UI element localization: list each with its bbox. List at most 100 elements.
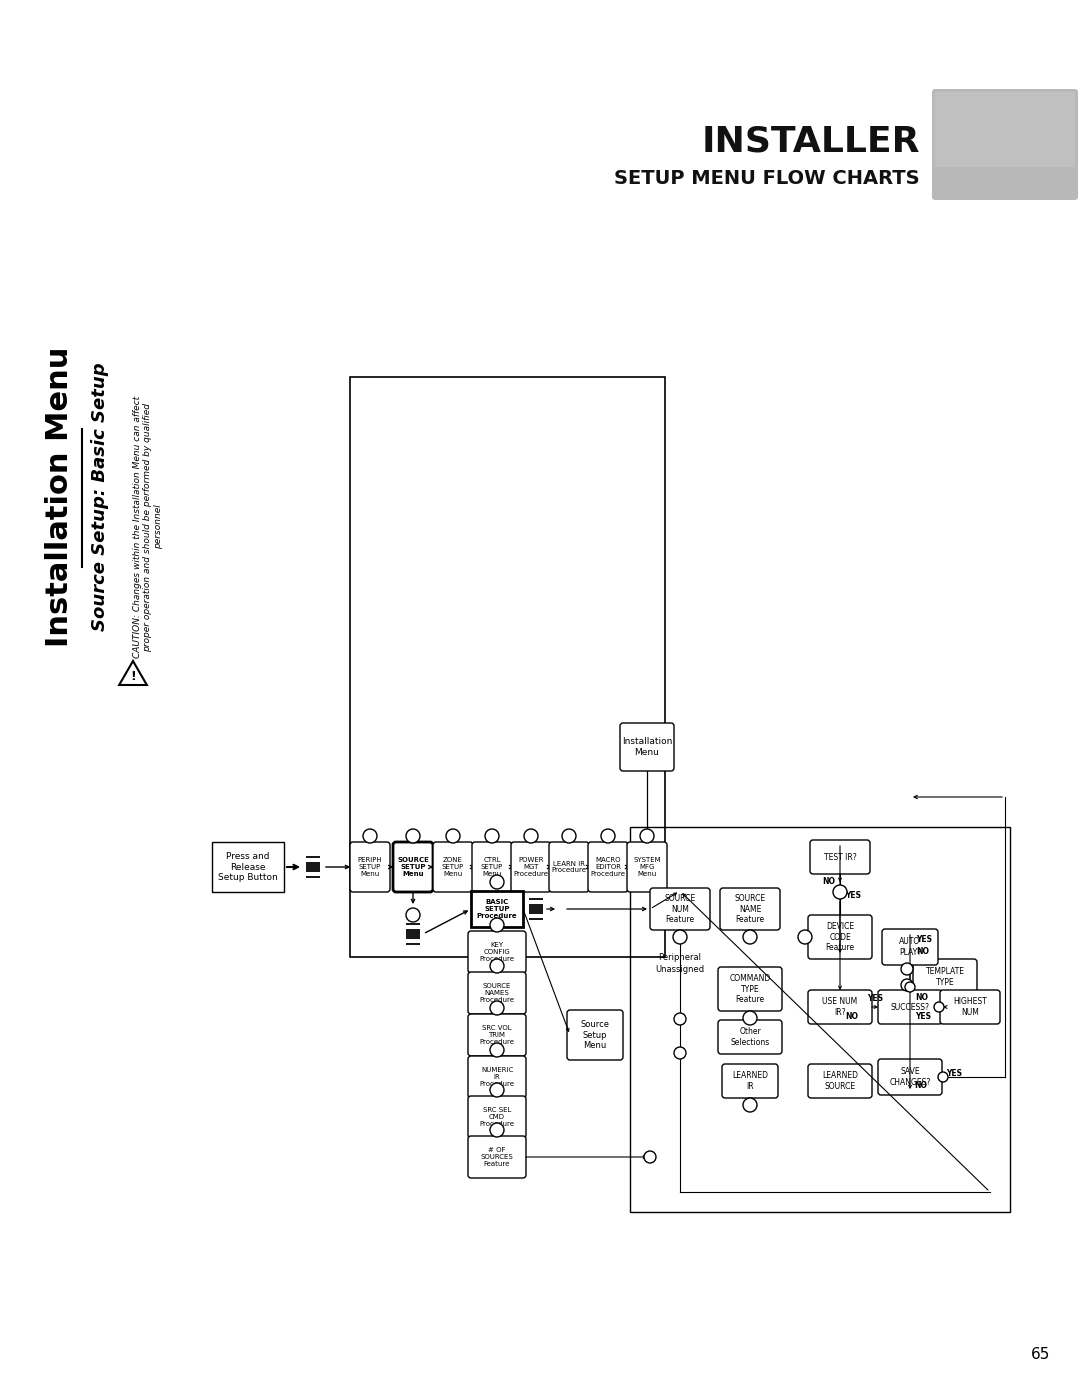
FancyBboxPatch shape (718, 967, 782, 1011)
FancyBboxPatch shape (567, 1010, 623, 1060)
Circle shape (490, 1002, 504, 1016)
Circle shape (833, 886, 847, 900)
Circle shape (490, 1123, 504, 1137)
FancyBboxPatch shape (878, 990, 942, 1024)
FancyBboxPatch shape (808, 990, 872, 1024)
Text: YES: YES (867, 995, 883, 1003)
Text: NO: NO (845, 1011, 858, 1021)
Text: YES: YES (946, 1069, 962, 1077)
Circle shape (524, 828, 538, 842)
Text: INSTALLER: INSTALLER (702, 124, 920, 159)
Circle shape (490, 1083, 504, 1097)
Text: Installation Menu: Installation Menu (45, 346, 75, 647)
Circle shape (490, 958, 504, 972)
Text: PERIPH
SETUP
Menu: PERIPH SETUP Menu (357, 856, 382, 877)
Bar (405, 939, 421, 943)
Text: BASIC
SETUP
Procedure: BASIC SETUP Procedure (476, 900, 517, 919)
Text: DEVICE
CODE
Feature: DEVICE CODE Feature (825, 922, 854, 951)
Circle shape (673, 930, 687, 944)
FancyBboxPatch shape (720, 888, 780, 930)
Text: Source
Setup
Menu: Source Setup Menu (581, 1020, 609, 1051)
Text: SRC SEL
CMD
Procedure: SRC SEL CMD Procedure (480, 1106, 514, 1127)
Text: Unassigned: Unassigned (656, 965, 704, 975)
Text: Press and
Release
Setup Button: Press and Release Setup Button (218, 852, 278, 882)
Text: CTRL
SETUP
Menu: CTRL SETUP Menu (481, 856, 503, 877)
Text: NO: NO (915, 993, 928, 1002)
Circle shape (901, 979, 913, 990)
Circle shape (939, 1071, 948, 1083)
Text: NUMERIC
IR
Procedure: NUMERIC IR Procedure (480, 1067, 514, 1087)
Circle shape (490, 875, 504, 888)
Text: SOURCE
SETUP
Menu: SOURCE SETUP Menu (397, 856, 429, 877)
FancyBboxPatch shape (350, 842, 390, 893)
Bar (471, 891, 523, 928)
Text: LEARNED
IR: LEARNED IR (732, 1071, 768, 1091)
Bar (306, 856, 320, 877)
Text: LEARN IR
Procedure: LEARN IR Procedure (552, 861, 586, 873)
Text: Installation
Menu: Installation Menu (622, 738, 672, 757)
Text: COMMAND
TYPE
Feature: COMMAND TYPE Feature (729, 974, 771, 1004)
Circle shape (406, 828, 420, 842)
Circle shape (363, 828, 377, 842)
Text: NO: NO (822, 876, 835, 886)
FancyBboxPatch shape (620, 724, 674, 771)
Bar (305, 872, 321, 876)
Bar (528, 900, 544, 904)
Bar (528, 914, 544, 918)
FancyBboxPatch shape (468, 930, 526, 972)
Text: POWER
MGT
Procedure: POWER MGT Procedure (513, 856, 549, 877)
FancyBboxPatch shape (468, 1097, 526, 1139)
FancyBboxPatch shape (549, 842, 589, 893)
Bar (212, 842, 284, 893)
Bar (405, 925, 421, 929)
Circle shape (490, 1044, 504, 1058)
Text: YES: YES (915, 1011, 931, 1021)
Circle shape (743, 930, 757, 944)
Text: SUCCESS?: SUCCESS? (891, 1003, 930, 1011)
Text: AUTO
PLAY?: AUTO PLAY? (899, 937, 921, 957)
Text: MACRO
EDITOR
Procedure: MACRO EDITOR Procedure (591, 856, 625, 877)
Circle shape (905, 982, 915, 992)
Text: LEARNED
SOURCE: LEARNED SOURCE (822, 1071, 858, 1091)
Bar (529, 898, 543, 921)
Text: USE NUM
IR?: USE NUM IR? (822, 997, 858, 1017)
Bar (1000, 92, 1075, 168)
Circle shape (490, 918, 504, 932)
Circle shape (446, 828, 460, 842)
Text: SOURCE
NAME
Feature: SOURCE NAME Feature (734, 894, 766, 923)
FancyBboxPatch shape (932, 89, 1078, 200)
Circle shape (901, 963, 913, 975)
Text: SOURCE
NUM
Feature: SOURCE NUM Feature (664, 894, 696, 923)
Text: Source Setup: Basic Setup: Source Setup: Basic Setup (91, 363, 109, 631)
FancyBboxPatch shape (878, 1059, 942, 1095)
FancyBboxPatch shape (913, 958, 977, 995)
Bar (406, 923, 420, 944)
Circle shape (674, 1046, 686, 1059)
Text: ZONE
SETUP
Menu: ZONE SETUP Menu (442, 856, 464, 877)
Bar (350, 377, 665, 957)
Circle shape (798, 930, 812, 944)
Text: SRC VOL
TRIM
Procedure: SRC VOL TRIM Procedure (480, 1025, 514, 1045)
Text: YES: YES (916, 935, 932, 943)
Circle shape (406, 908, 420, 922)
FancyBboxPatch shape (723, 1065, 778, 1098)
Text: KEY
CONFIG
Procedure: KEY CONFIG Procedure (480, 942, 514, 963)
Circle shape (485, 828, 499, 842)
Text: 65: 65 (1030, 1347, 1050, 1362)
Text: SAVE
CHANGES?: SAVE CHANGES? (889, 1067, 931, 1087)
Text: SETUP MENU FLOW CHARTS: SETUP MENU FLOW CHARTS (615, 169, 920, 189)
Text: Peripheral: Peripheral (659, 953, 702, 961)
Text: SYSTEM
MFG
Menu: SYSTEM MFG Menu (633, 856, 661, 877)
FancyBboxPatch shape (433, 842, 473, 893)
Text: Other
Selections: Other Selections (730, 1027, 770, 1046)
Circle shape (562, 828, 576, 842)
Text: # OF
SOURCES
Feature: # OF SOURCES Feature (481, 1147, 513, 1166)
Text: CAUTION: Changes within the Installation Menu can affect
proper operation and sh: CAUTION: Changes within the Installation… (133, 395, 163, 658)
FancyBboxPatch shape (472, 842, 512, 893)
Circle shape (600, 828, 615, 842)
Circle shape (743, 1011, 757, 1025)
Bar (305, 858, 321, 862)
FancyBboxPatch shape (650, 888, 710, 930)
Circle shape (640, 828, 654, 842)
Circle shape (674, 1013, 686, 1025)
